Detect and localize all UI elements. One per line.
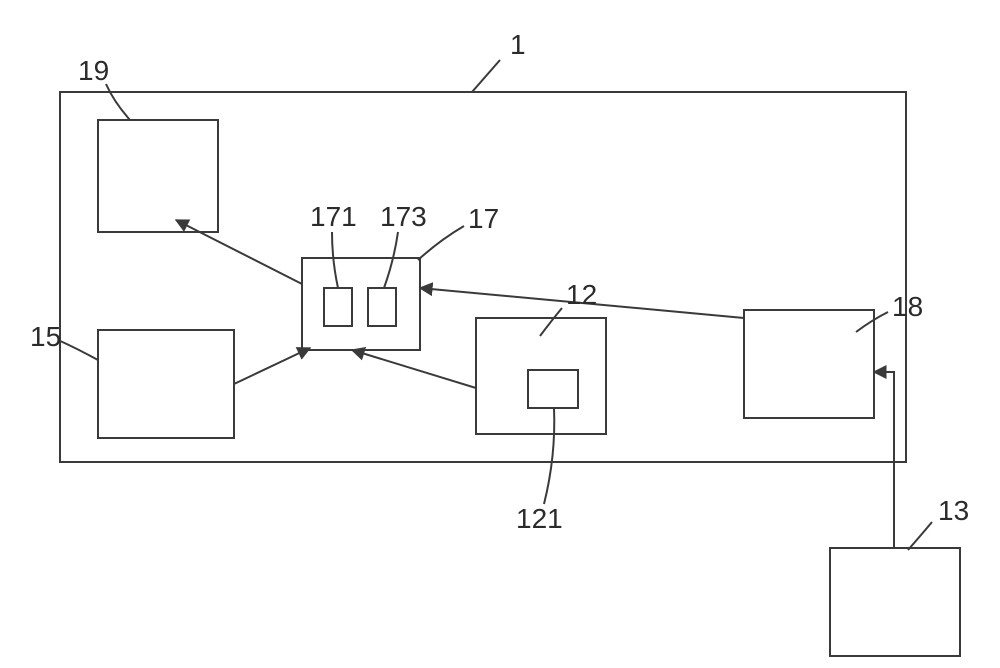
leader-l12 [540, 308, 562, 336]
label-l15: 15 [30, 321, 61, 352]
label-l18: 18 [892, 291, 923, 322]
leader-l173 [384, 232, 398, 288]
arrow-a17to19 [176, 220, 302, 284]
label-l13: 13 [938, 495, 969, 526]
box-b171 [324, 288, 352, 326]
label-l12: 12 [566, 279, 597, 310]
box-b15 [98, 330, 234, 438]
box-b17 [302, 258, 420, 350]
leader-l121 [544, 408, 554, 504]
arrow-a15to17 [234, 348, 310, 384]
label-l121: 121 [516, 503, 563, 534]
box-b18 [744, 310, 874, 418]
box-b19 [98, 120, 218, 232]
leader-l1 [472, 60, 500, 92]
leader-l15 [58, 340, 98, 360]
label-l1: 1 [510, 29, 526, 60]
leader-l19 [106, 84, 130, 120]
leader-l171 [332, 232, 338, 288]
label-l173: 173 [380, 201, 427, 232]
label-l171: 171 [310, 201, 357, 232]
box-b13 [830, 548, 960, 656]
label-l19: 19 [78, 55, 109, 86]
leader-l18 [856, 312, 888, 332]
arrow-a13to18 [874, 372, 894, 548]
label-l17: 17 [468, 203, 499, 234]
box-b173 [368, 288, 396, 326]
box-b121 [528, 370, 578, 408]
leader-l13 [908, 522, 932, 550]
box-outer [60, 92, 906, 462]
arrow-a12to17 [352, 350, 476, 388]
